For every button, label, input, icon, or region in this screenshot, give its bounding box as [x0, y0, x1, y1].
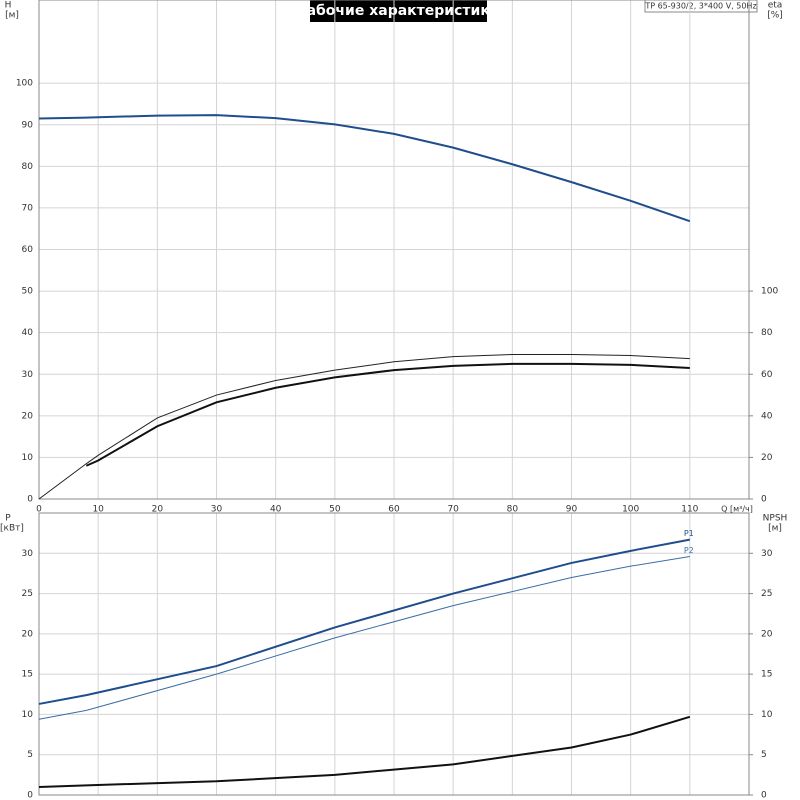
y2-tick-label: 80: [761, 328, 773, 338]
y-axis-label: P: [5, 514, 11, 524]
x-tick-label: 110: [681, 505, 698, 515]
y2-axis-label: [%]: [767, 11, 783, 21]
x-tick-label: 80: [507, 505, 519, 515]
y2-axis-label: NPSH: [763, 514, 788, 524]
y2-tick-label: 60: [761, 370, 773, 380]
series-line: [38, 715, 691, 788]
x-tick-label: 60: [388, 505, 400, 515]
y2-tick-label: 100: [761, 287, 778, 297]
y-tick-label: 0: [27, 791, 33, 800]
y-tick-label: 100: [16, 79, 33, 89]
series-line: [38, 538, 691, 705]
x-tick-label: 0: [36, 505, 42, 515]
y2-tick-label: 40: [761, 411, 773, 421]
y2-tick-label: 0: [761, 791, 767, 800]
y-tick-label: 30: [22, 549, 34, 559]
title-box: [310, 0, 487, 22]
series-line: [38, 114, 691, 223]
y-tick-label: 30: [22, 370, 34, 380]
y-axis-label: [кВт]: [0, 524, 24, 534]
x-axis-label: Q [м³/ч]: [721, 505, 753, 514]
series-label: P2: [684, 546, 694, 555]
y-tick-label: 60: [22, 245, 34, 255]
y2-axis-label: [м]: [768, 524, 782, 534]
info-box: [644, 0, 758, 13]
y2-tick-label: 30: [761, 549, 773, 559]
plot-frame: [38, 512, 750, 796]
x-tick-label: 40: [270, 505, 282, 515]
y2-tick-label: 20: [761, 629, 773, 639]
y2-tick-label: 25: [761, 589, 772, 599]
plot-frame: [38, 0, 750, 500]
series-label: P1: [684, 529, 694, 538]
y2-tick-label: 5: [761, 750, 767, 760]
y-tick-label: 20: [22, 411, 34, 421]
y2-tick-label: 0: [761, 495, 767, 505]
y-tick-label: 0: [27, 495, 33, 505]
title: Рабочие характеристики: [296, 3, 499, 19]
y-tick-label: 10: [22, 453, 34, 463]
y2-tick-label: 20: [761, 453, 773, 463]
y2-axis-label: eta: [768, 1, 783, 11]
x-tick-label: 90: [566, 505, 578, 515]
y-axis-label: [м]: [5, 11, 19, 21]
y-tick-label: 70: [22, 203, 34, 213]
y-tick-label: 25: [22, 589, 33, 599]
y2-tick-label: 15: [761, 670, 772, 680]
x-tick-label: 70: [447, 505, 459, 515]
y-axis-label: H: [5, 1, 12, 11]
y-tick-label: 90: [22, 120, 34, 130]
x-tick-label: 50: [329, 505, 341, 515]
series-line: [85, 362, 690, 467]
y-tick-label: 20: [22, 629, 34, 639]
y-tick-label: 40: [22, 328, 34, 338]
y-tick-label: 80: [22, 162, 34, 172]
series-line: [38, 556, 690, 720]
y-tick-label: 10: [22, 710, 34, 720]
x-tick-label: 20: [152, 505, 164, 515]
y2-tick-label: 10: [761, 710, 773, 720]
y-tick-label: 5: [27, 750, 33, 760]
y-tick-label: 50: [22, 287, 34, 297]
x-tick-label: 100: [622, 505, 639, 515]
y-tick-label: 15: [22, 670, 33, 680]
series-line: [38, 353, 690, 500]
x-tick-label: 10: [92, 505, 104, 515]
info: TP 65-930/2, 3*400 V, 50Hz: [644, 2, 756, 11]
x-tick-label: 30: [211, 505, 223, 515]
